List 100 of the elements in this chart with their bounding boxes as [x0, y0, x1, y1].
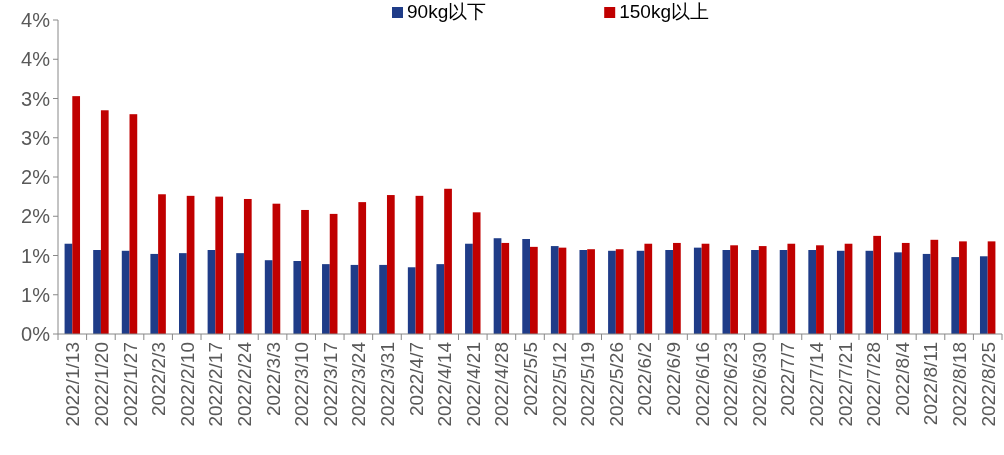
y-tick-label: 3%	[21, 126, 51, 149]
x-tick-label: 2022/4/14	[434, 341, 456, 427]
bar	[665, 250, 674, 334]
bar	[264, 260, 273, 334]
x-tick-label: 2022/5/26	[605, 342, 627, 427]
bar	[901, 242, 910, 334]
y-tick-label: 3%	[21, 87, 51, 110]
x-tick-label: 2022/8/25	[977, 342, 999, 427]
bar	[816, 245, 824, 334]
bar	[836, 250, 845, 334]
bar	[951, 257, 960, 334]
x-tick-label: 2022/3/24	[348, 341, 370, 427]
x-tick-label: 2022/5/12	[548, 342, 570, 427]
x-tick-label: 2022/7/7	[777, 342, 799, 416]
bar	[158, 194, 166, 334]
bar	[207, 250, 216, 334]
bar	[873, 235, 881, 334]
legend-label: 150kg以上	[619, 1, 709, 22]
bar	[100, 110, 109, 334]
bar	[72, 96, 81, 334]
x-tick-label: 2022/6/9	[663, 342, 685, 416]
bar	[444, 188, 452, 334]
x-tick-label: 2022/2/10	[176, 342, 198, 427]
x-tick-label: 2022/2/3	[148, 342, 170, 416]
bar	[243, 198, 252, 334]
bar	[301, 209, 309, 334]
bar	[379, 264, 387, 334]
bar	[730, 245, 738, 334]
x-tick-label: 2022/7/21	[834, 342, 856, 427]
bar	[751, 250, 759, 334]
bar	[436, 264, 445, 334]
bar	[215, 196, 224, 334]
bar	[329, 213, 338, 334]
x-tick-label: 2022/6/30	[748, 342, 770, 427]
bar	[579, 250, 588, 334]
bar	[236, 253, 244, 334]
y-tick-label: 0%	[21, 323, 51, 345]
bar	[501, 242, 510, 334]
x-tick-label: 2022/3/31	[376, 342, 398, 427]
y-tick-label: 2%	[21, 205, 51, 228]
bar	[407, 267, 416, 334]
x-tick-label: 2022/3/17	[319, 342, 341, 427]
bar	[644, 243, 653, 334]
bar	[979, 256, 988, 334]
bar	[779, 250, 788, 334]
x-tick-label: 2022/1/20	[90, 342, 112, 427]
bar	[722, 250, 731, 334]
x-tick-label: 2022/7/14	[806, 341, 828, 427]
x-tick-label: 2022/3/3	[262, 342, 284, 416]
bar	[787, 243, 796, 334]
x-tick-label: 2022/8/4	[891, 341, 913, 416]
x-tick-label: 2022/5/19	[577, 342, 599, 427]
x-tick-label: 2022/1/27	[119, 342, 141, 427]
bar	[987, 241, 996, 334]
bar	[121, 250, 130, 334]
y-tick-label: 4%	[21, 9, 51, 31]
x-tick-label: 2022/6/16	[691, 342, 713, 427]
bar	[550, 246, 559, 334]
bar	[386, 195, 395, 334]
bar	[608, 250, 616, 334]
bar	[522, 239, 530, 334]
bar	[129, 114, 138, 334]
x-tick-label: 2022/8/11	[920, 342, 942, 426]
x-tick-label: 2022/3/10	[291, 342, 313, 427]
bar	[530, 246, 538, 334]
legend-label: 90kg以下	[407, 1, 487, 22]
bar	[758, 246, 767, 334]
x-tick-label: 2022/6/23	[720, 342, 742, 427]
bar	[465, 243, 473, 334]
bar	[472, 212, 481, 334]
bar	[493, 238, 502, 334]
bar	[293, 261, 302, 334]
x-tick-label: 2022/4/21	[462, 342, 484, 427]
bar	[93, 250, 101, 334]
bar	[673, 242, 681, 334]
bar	[808, 250, 817, 334]
x-tick-label: 2022/4/7	[405, 342, 427, 416]
bar	[930, 239, 939, 334]
x-tick-label: 2022/4/28	[491, 342, 513, 427]
bar	[150, 253, 159, 334]
x-tick-label: 2022/6/2	[634, 342, 656, 416]
bar	[894, 252, 902, 334]
bar	[693, 247, 702, 334]
bar	[186, 195, 195, 334]
x-tick-label: 2022/2/24	[233, 341, 255, 427]
bar	[179, 253, 187, 334]
x-tick-label: 2022/7/28	[863, 342, 885, 427]
x-tick-label: 2022/8/18	[949, 342, 971, 427]
bar	[587, 249, 595, 334]
bar	[415, 195, 424, 334]
bar	[322, 264, 330, 334]
y-tick-label: 1%	[21, 283, 51, 306]
bar	[959, 241, 967, 334]
y-tick-label: 4%	[21, 48, 51, 71]
x-tick-label: 2022/1/13	[62, 342, 84, 427]
y-tick-label: 1%	[21, 244, 51, 267]
x-tick-label: 2022/2/17	[205, 342, 227, 427]
bar	[358, 202, 367, 334]
bar	[272, 203, 281, 334]
y-tick-label: 2%	[21, 166, 51, 188]
